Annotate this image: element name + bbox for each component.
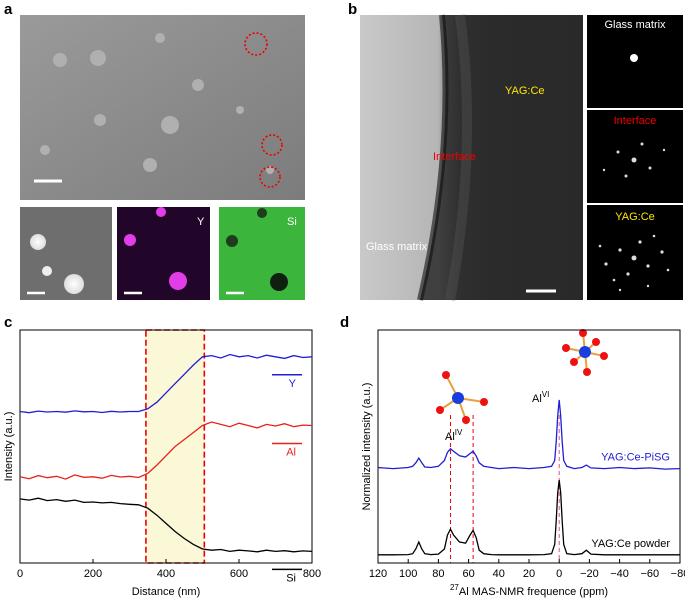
y-axis-label: Normalized intensity (a.u.) <box>361 383 373 511</box>
x-tick-label: 200 <box>84 568 102 580</box>
series-label: YAG:Ce powder <box>591 538 670 550</box>
series-label: YAG:Ce-PiSG <box>601 452 670 464</box>
series-line <box>19 353 313 414</box>
x-tick-label: 80 <box>432 568 444 580</box>
diffraction-label: YAG:Ce <box>615 211 655 223</box>
x-tick-label: −80 <box>671 568 685 580</box>
legend-label: Al <box>286 447 296 459</box>
series-line <box>377 399 681 470</box>
x-tick-label: 120 <box>369 568 387 580</box>
annotation: AlVI <box>532 390 549 405</box>
x-tick-label: 100 <box>399 568 417 580</box>
map-label: Y <box>197 216 205 228</box>
text: Al MAS-NMR frequence (ppm) <box>459 586 608 598</box>
text: Al <box>532 393 542 405</box>
tem-label: Interface <box>433 151 476 163</box>
diffraction-image <box>587 110 683 203</box>
panel-label: b <box>348 1 357 18</box>
y-axis-label: Intensity (a.u.) <box>3 412 15 482</box>
diffraction-image <box>587 205 683 300</box>
x-tick-label: 0 <box>17 568 23 580</box>
x-tick-label: −20 <box>580 568 599 580</box>
sem-particles <box>40 33 274 174</box>
highlight-circles <box>244 32 283 188</box>
x-tick-label: 0 <box>556 568 562 580</box>
x-tick-label: −60 <box>640 568 659 580</box>
x-tick-label: 400 <box>157 568 175 580</box>
x-tick-label: −40 <box>610 568 629 580</box>
text: Al <box>445 431 455 443</box>
al-iv-icon <box>436 371 488 424</box>
y-map <box>117 207 210 300</box>
panel-label: a <box>4 1 13 18</box>
x-tick-label: 800 <box>303 568 321 580</box>
x-tick-label: 20 <box>523 568 535 580</box>
plot-frame <box>377 329 681 564</box>
superscript: IV <box>455 428 463 437</box>
series-line <box>378 480 680 556</box>
al-vi-icon <box>562 329 608 376</box>
legend-label: Y <box>289 378 297 390</box>
x-tick-label: 40 <box>493 568 505 580</box>
x-tick-label: 600 <box>230 568 248 580</box>
si-map <box>219 207 305 300</box>
sem-image <box>20 15 305 200</box>
diffraction-label: Interface <box>614 115 657 127</box>
series-line <box>19 421 313 480</box>
tem-label: Glass matrix <box>366 241 428 253</box>
map-label: Si <box>287 216 297 228</box>
superscript: VI <box>542 390 550 399</box>
x-tick-label: 60 <box>462 568 474 580</box>
superscript: 27 <box>450 583 459 592</box>
x-axis-label: Distance (nm) <box>132 586 200 598</box>
legend-label: Si <box>286 572 296 584</box>
x-axis-label: 27Al MAS-NMR frequence (ppm) <box>450 583 608 598</box>
series-line <box>19 497 313 553</box>
panel-label: d <box>340 314 349 331</box>
annotation: AlIV <box>445 428 463 443</box>
panel-label: c <box>4 314 12 331</box>
tem-label: YAG:Ce <box>505 85 545 97</box>
diffraction-label: Glass matrix <box>604 19 666 31</box>
